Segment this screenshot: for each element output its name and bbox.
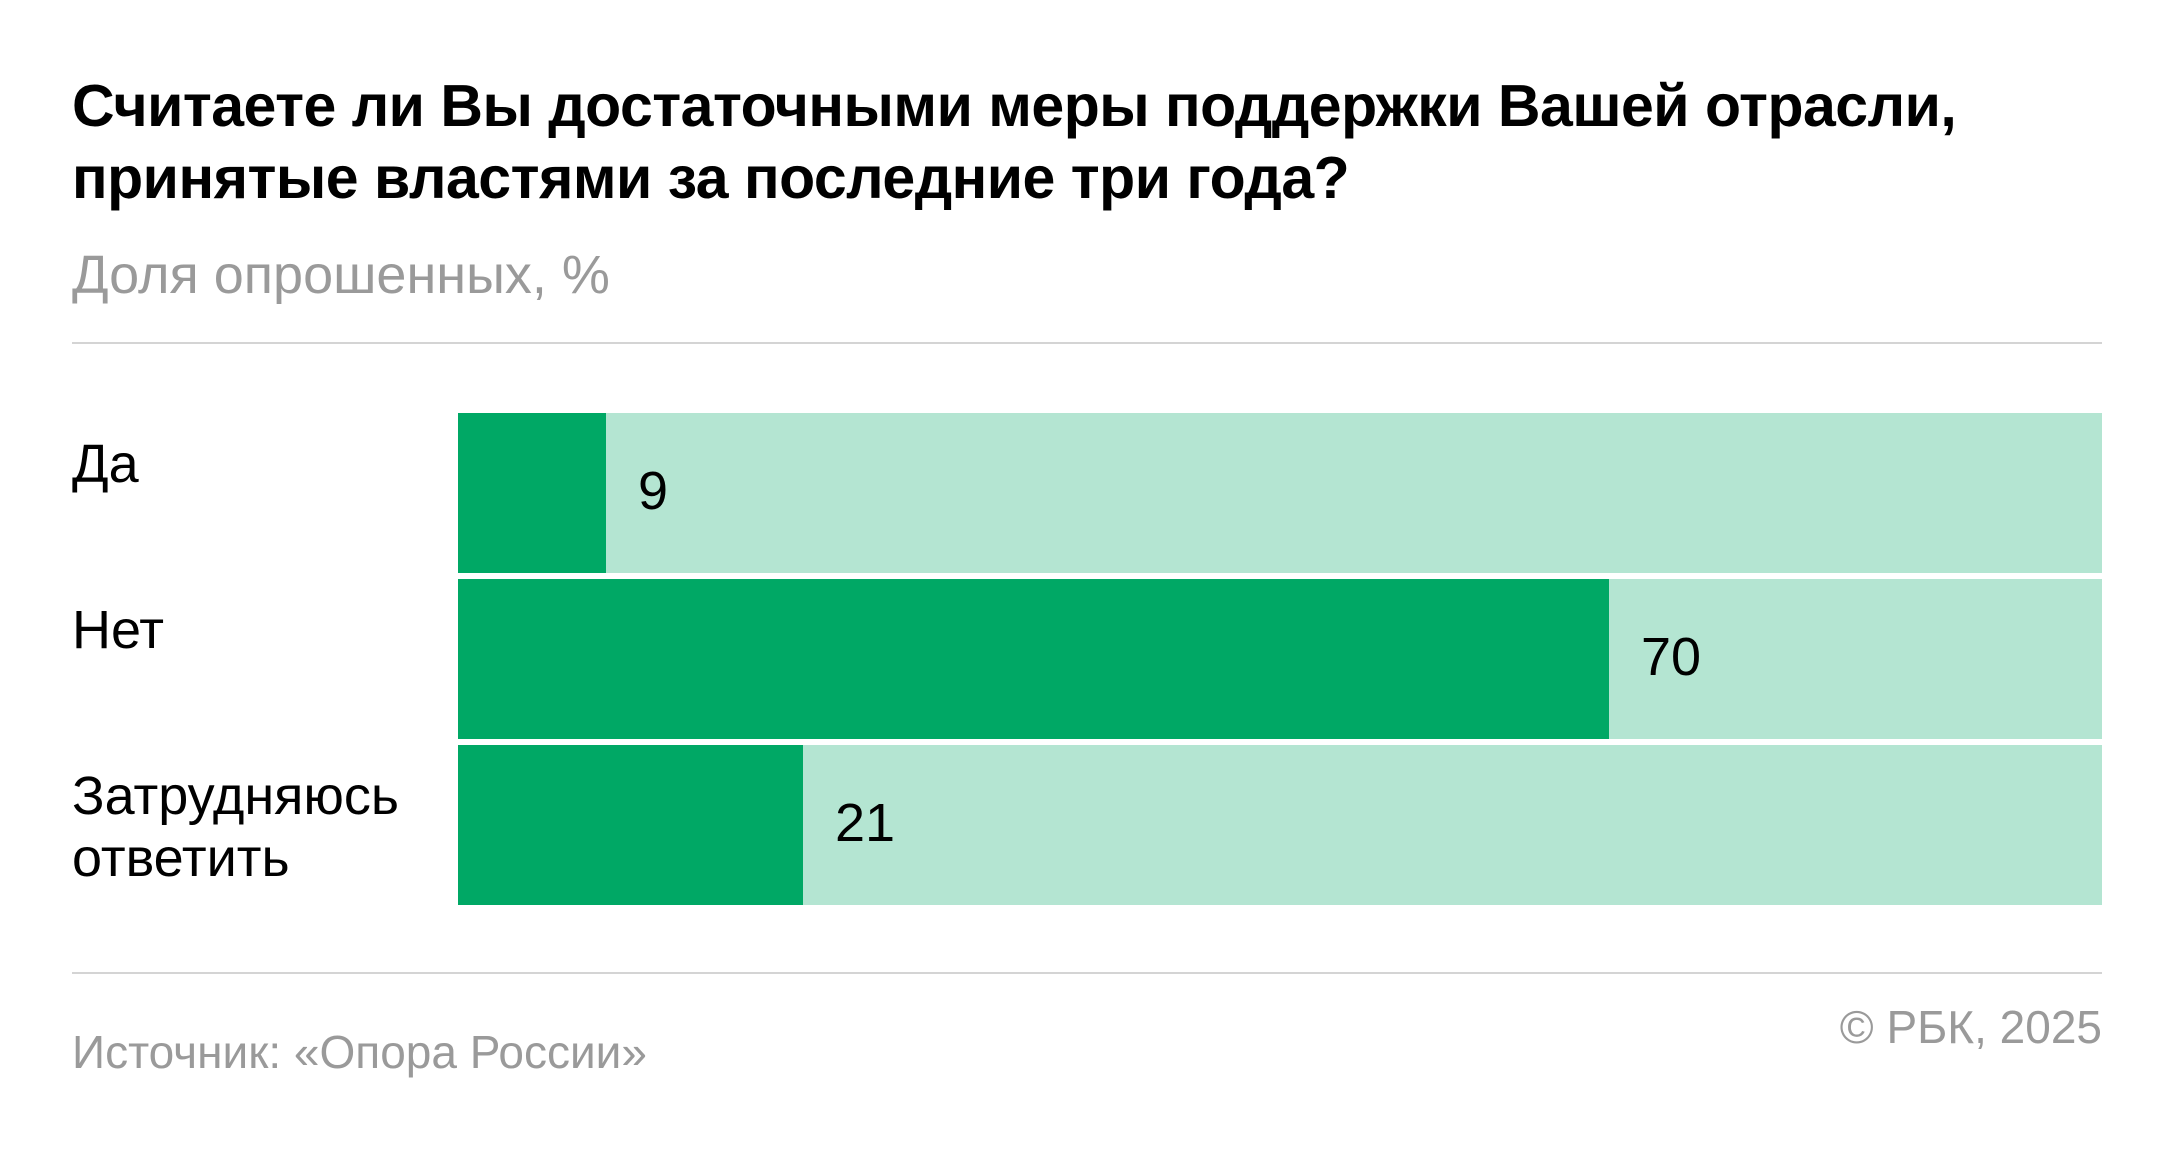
bar-track: 70: [458, 579, 2102, 739]
chart-title: Считаете ли Вы достаточными меры поддерж…: [72, 73, 1957, 211]
bar-fill: [458, 745, 803, 905]
bar-row: Да 9: [72, 413, 2102, 573]
copyright-note: © РБК, 2025: [1839, 1001, 2102, 1053]
chart-subtitle: Доля опрошенных, %: [72, 245, 610, 305]
data-label: 70: [1641, 627, 1702, 687]
bar-fill: [458, 579, 1609, 739]
data-label: 9: [638, 461, 669, 521]
bar-row: Затрудняюсь ответить 21: [72, 745, 2102, 905]
category-label: Затрудняюсь ответить: [72, 766, 400, 888]
category-label: Да: [72, 434, 139, 494]
bar-fill: [458, 413, 606, 573]
bar-chart: Да 9 Нет 70 Затрудняюсь ответить 21: [72, 413, 2102, 905]
category-label: Нет: [72, 600, 164, 660]
bar-track: 21: [458, 745, 2102, 905]
bar-track: 9: [458, 413, 2102, 573]
bar-row: Нет 70: [72, 579, 2102, 739]
bottom-divider: [72, 972, 2102, 974]
source-note: Источник: «Опора России»: [72, 1026, 647, 1078]
data-label: 21: [835, 793, 896, 853]
top-divider: [72, 342, 2102, 344]
